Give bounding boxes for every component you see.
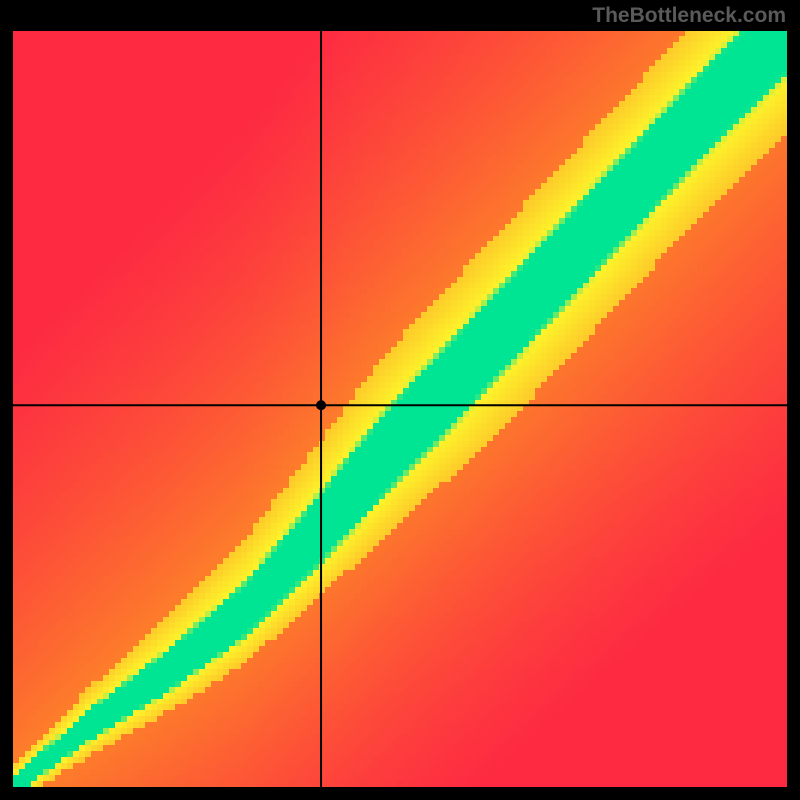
heatmap-plot — [13, 31, 787, 787]
heatmap-canvas — [13, 31, 787, 787]
watermark-text: TheBottleneck.com — [592, 4, 786, 28]
chart-container: TheBottleneck.com — [0, 0, 800, 800]
